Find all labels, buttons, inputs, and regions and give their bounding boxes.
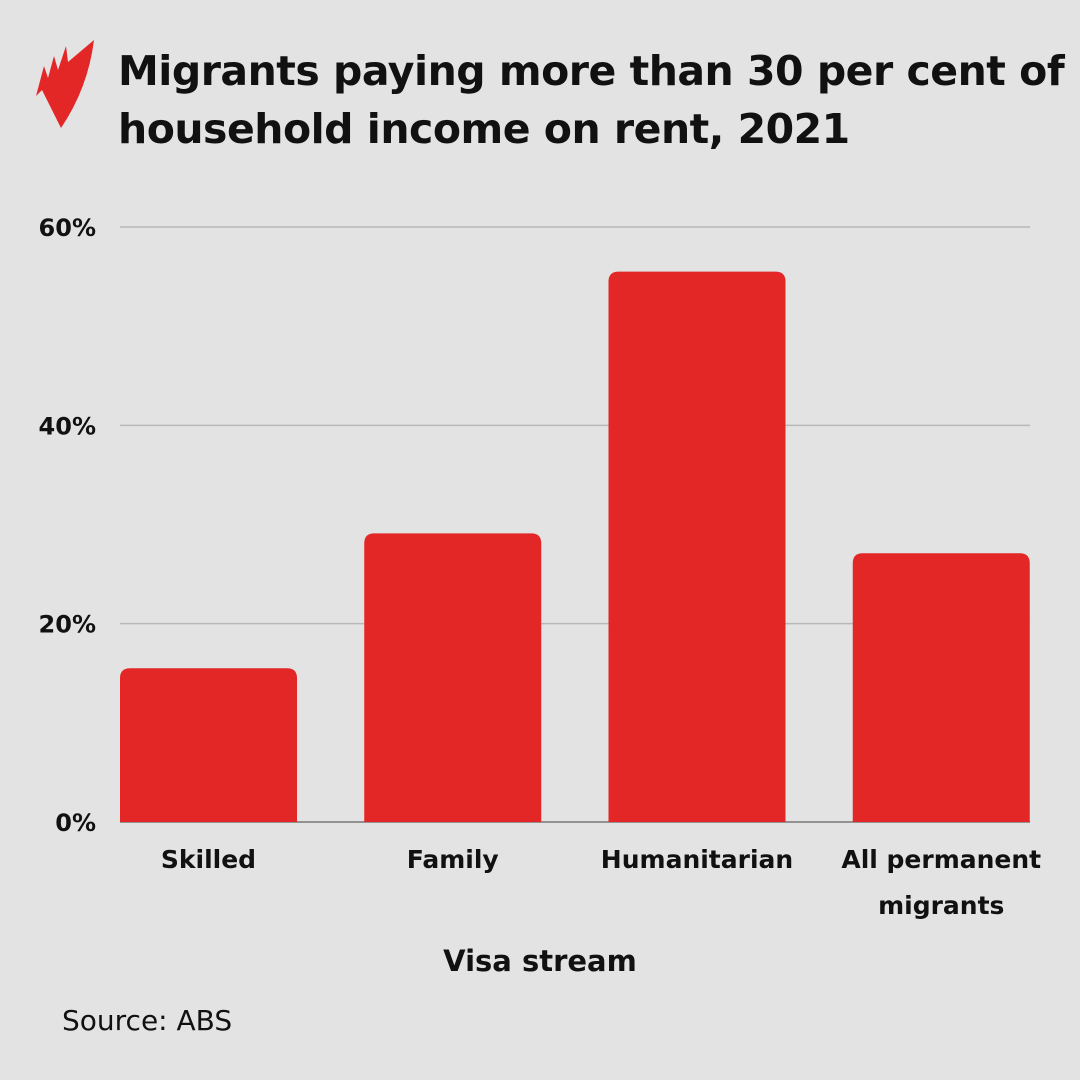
x-tick-label: Humanitarian: [601, 845, 793, 874]
chart-title: Migrants paying more than 30 per cent of…: [118, 47, 1065, 153]
x-tick-label: Skilled: [161, 845, 256, 874]
x-tick-label: All permanent migrants: [841, 845, 1041, 920]
y-tick-label: 40%: [39, 412, 96, 440]
x-tick-label: Family: [407, 845, 499, 874]
bar-all-permanent-migrants: [852, 553, 1030, 822]
bar-family: [364, 533, 542, 822]
bar-chart: 0% 20% 40% 60% Skilled Family Humanitarian All…: [39, 214, 1042, 920]
bar-humanitarian: [608, 271, 786, 822]
sbs-logo: [36, 40, 94, 128]
y-tick-label: 20%: [39, 611, 96, 639]
y-tick-label: 60%: [39, 214, 96, 242]
x-axis-label: Visa stream: [443, 944, 637, 978]
y-tick-label: 0%: [55, 809, 96, 837]
source-note: Source: ABS: [62, 1004, 233, 1037]
bar-skilled: [120, 668, 297, 822]
